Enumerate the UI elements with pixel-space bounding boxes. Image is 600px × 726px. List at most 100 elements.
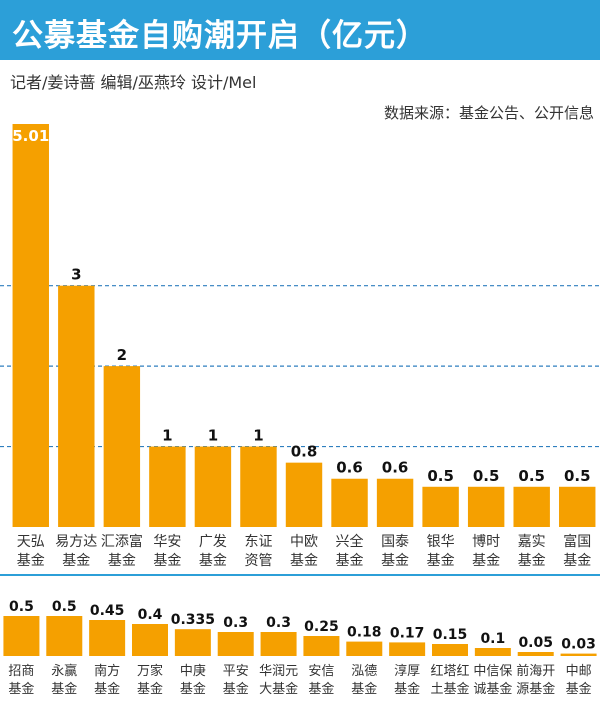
category-label: 基金	[566, 681, 592, 697]
category-label: 前海开	[516, 663, 555, 679]
bar-富国基金	[559, 486, 596, 527]
bar-天弘基金	[12, 124, 49, 527]
category-label: 基金	[137, 681, 163, 697]
category-label: 广发	[199, 534, 227, 550]
value-label: 1	[162, 427, 172, 445]
value-label: 0.5	[564, 467, 591, 485]
category-label: 基金	[17, 552, 45, 569]
category-label: 土基金	[430, 681, 469, 697]
chart-title: 公募基金自购潮开启（亿元）	[12, 18, 428, 54]
category-label: 基金	[223, 681, 249, 697]
category-label: 华润元	[259, 664, 298, 679]
category-label: 安信	[308, 664, 334, 679]
category-label: 华安	[153, 534, 181, 550]
bar-永赢基金	[46, 616, 83, 656]
credits-line: 记者/姜诗蔷 编辑/巫燕玲 设计/Mel	[10, 73, 257, 92]
category-label: 富国	[563, 533, 591, 550]
bar-华安基金	[149, 446, 186, 527]
value-label: 0.3	[223, 615, 248, 631]
category-label: 基金	[394, 681, 420, 697]
category-label: 兴全	[336, 533, 364, 550]
value-label: 0.5	[9, 599, 34, 615]
category-label: 易方达	[55, 534, 97, 550]
bar-招商基金	[3, 616, 40, 656]
category-label: 南方	[94, 663, 120, 679]
value-label: 0.05	[518, 635, 553, 651]
category-label: 泓德	[351, 664, 377, 679]
category-label: 汇添富	[101, 533, 143, 550]
category-label: 红塔红	[430, 663, 469, 679]
category-label: 基金	[51, 681, 77, 697]
value-label: 0.45	[90, 603, 125, 619]
category-label: 资管	[244, 553, 272, 569]
bar-嘉实基金	[513, 486, 550, 527]
value-label: 0.3	[266, 615, 291, 631]
category-label: 基金	[199, 552, 227, 569]
category-label: 中欧	[290, 534, 318, 550]
bar-东证资管	[240, 446, 277, 527]
value-label: 0.5	[52, 599, 77, 615]
value-label: 2	[117, 346, 127, 364]
value-label: 0.03	[561, 637, 596, 653]
bar-万家基金	[132, 624, 168, 656]
bar-中信保诚基金	[474, 648, 511, 656]
bar-安信基金	[303, 636, 340, 656]
bar-华润元大基金	[260, 632, 297, 656]
bar-汇添富基金	[103, 366, 141, 527]
category-label: 诚基金	[473, 681, 512, 697]
category-label: 博时	[472, 533, 500, 550]
bar-红塔红土基金	[432, 644, 468, 656]
category-label: 中庚	[180, 663, 206, 679]
category-label: 大基金	[259, 681, 298, 697]
value-label: 3	[71, 266, 81, 284]
bar-易方达基金	[58, 285, 95, 527]
value-label: 0.5	[473, 467, 500, 485]
bar-前海开源基金	[517, 652, 554, 656]
category-label: 基金	[8, 681, 34, 697]
category-label: 万家	[137, 663, 163, 679]
category-label: 平安	[223, 664, 249, 679]
value-label: 0.15	[433, 627, 468, 643]
value-label: 5.01	[12, 127, 49, 145]
bar-中欧基金	[285, 462, 323, 527]
bar-兴全基金	[331, 478, 368, 527]
value-label: 0.1	[480, 631, 505, 647]
bar-银华基金	[422, 486, 459, 527]
value-label: 1	[208, 427, 218, 445]
value-label: 0.6	[336, 459, 363, 477]
category-label: 国泰	[381, 534, 409, 550]
category-label: 基金	[62, 552, 90, 569]
category-label: 基金	[180, 681, 206, 697]
category-label: 基金	[518, 552, 546, 569]
value-label: 0.4	[138, 607, 163, 623]
category-label: 嘉实	[518, 534, 546, 550]
category-label: 源基金	[516, 681, 555, 697]
category-label: 淳厚	[394, 663, 420, 679]
bar-广发基金	[194, 446, 232, 527]
category-label: 永赢	[51, 663, 77, 679]
category-label: 基金	[108, 552, 136, 569]
category-label: 天弘	[17, 534, 45, 550]
data-source: 数据来源：基金公告、公开信息	[383, 104, 594, 122]
category-label: 基金	[563, 552, 591, 569]
category-label: 东证	[244, 534, 272, 550]
bar-中庚基金	[174, 629, 211, 656]
bar-平安基金	[217, 632, 254, 656]
bar-泓德基金	[346, 641, 383, 656]
category-label: 基金	[290, 552, 318, 569]
category-label: 基金	[336, 552, 364, 569]
category-label: 中信保	[473, 664, 512, 679]
value-label: 0.6	[382, 459, 409, 477]
value-label: 0.5	[427, 467, 454, 485]
category-label: 基金	[308, 681, 334, 697]
category-label: 招商	[8, 664, 34, 679]
value-label: 0.5	[518, 467, 545, 485]
bar-博时基金	[467, 486, 505, 527]
bar-中邮基金	[560, 653, 597, 656]
value-label: 1	[253, 427, 263, 445]
category-label: 中邮	[566, 664, 592, 679]
bar-国泰基金	[376, 478, 414, 527]
category-label: 银华	[427, 534, 455, 550]
value-label: 0.18	[347, 625, 382, 641]
